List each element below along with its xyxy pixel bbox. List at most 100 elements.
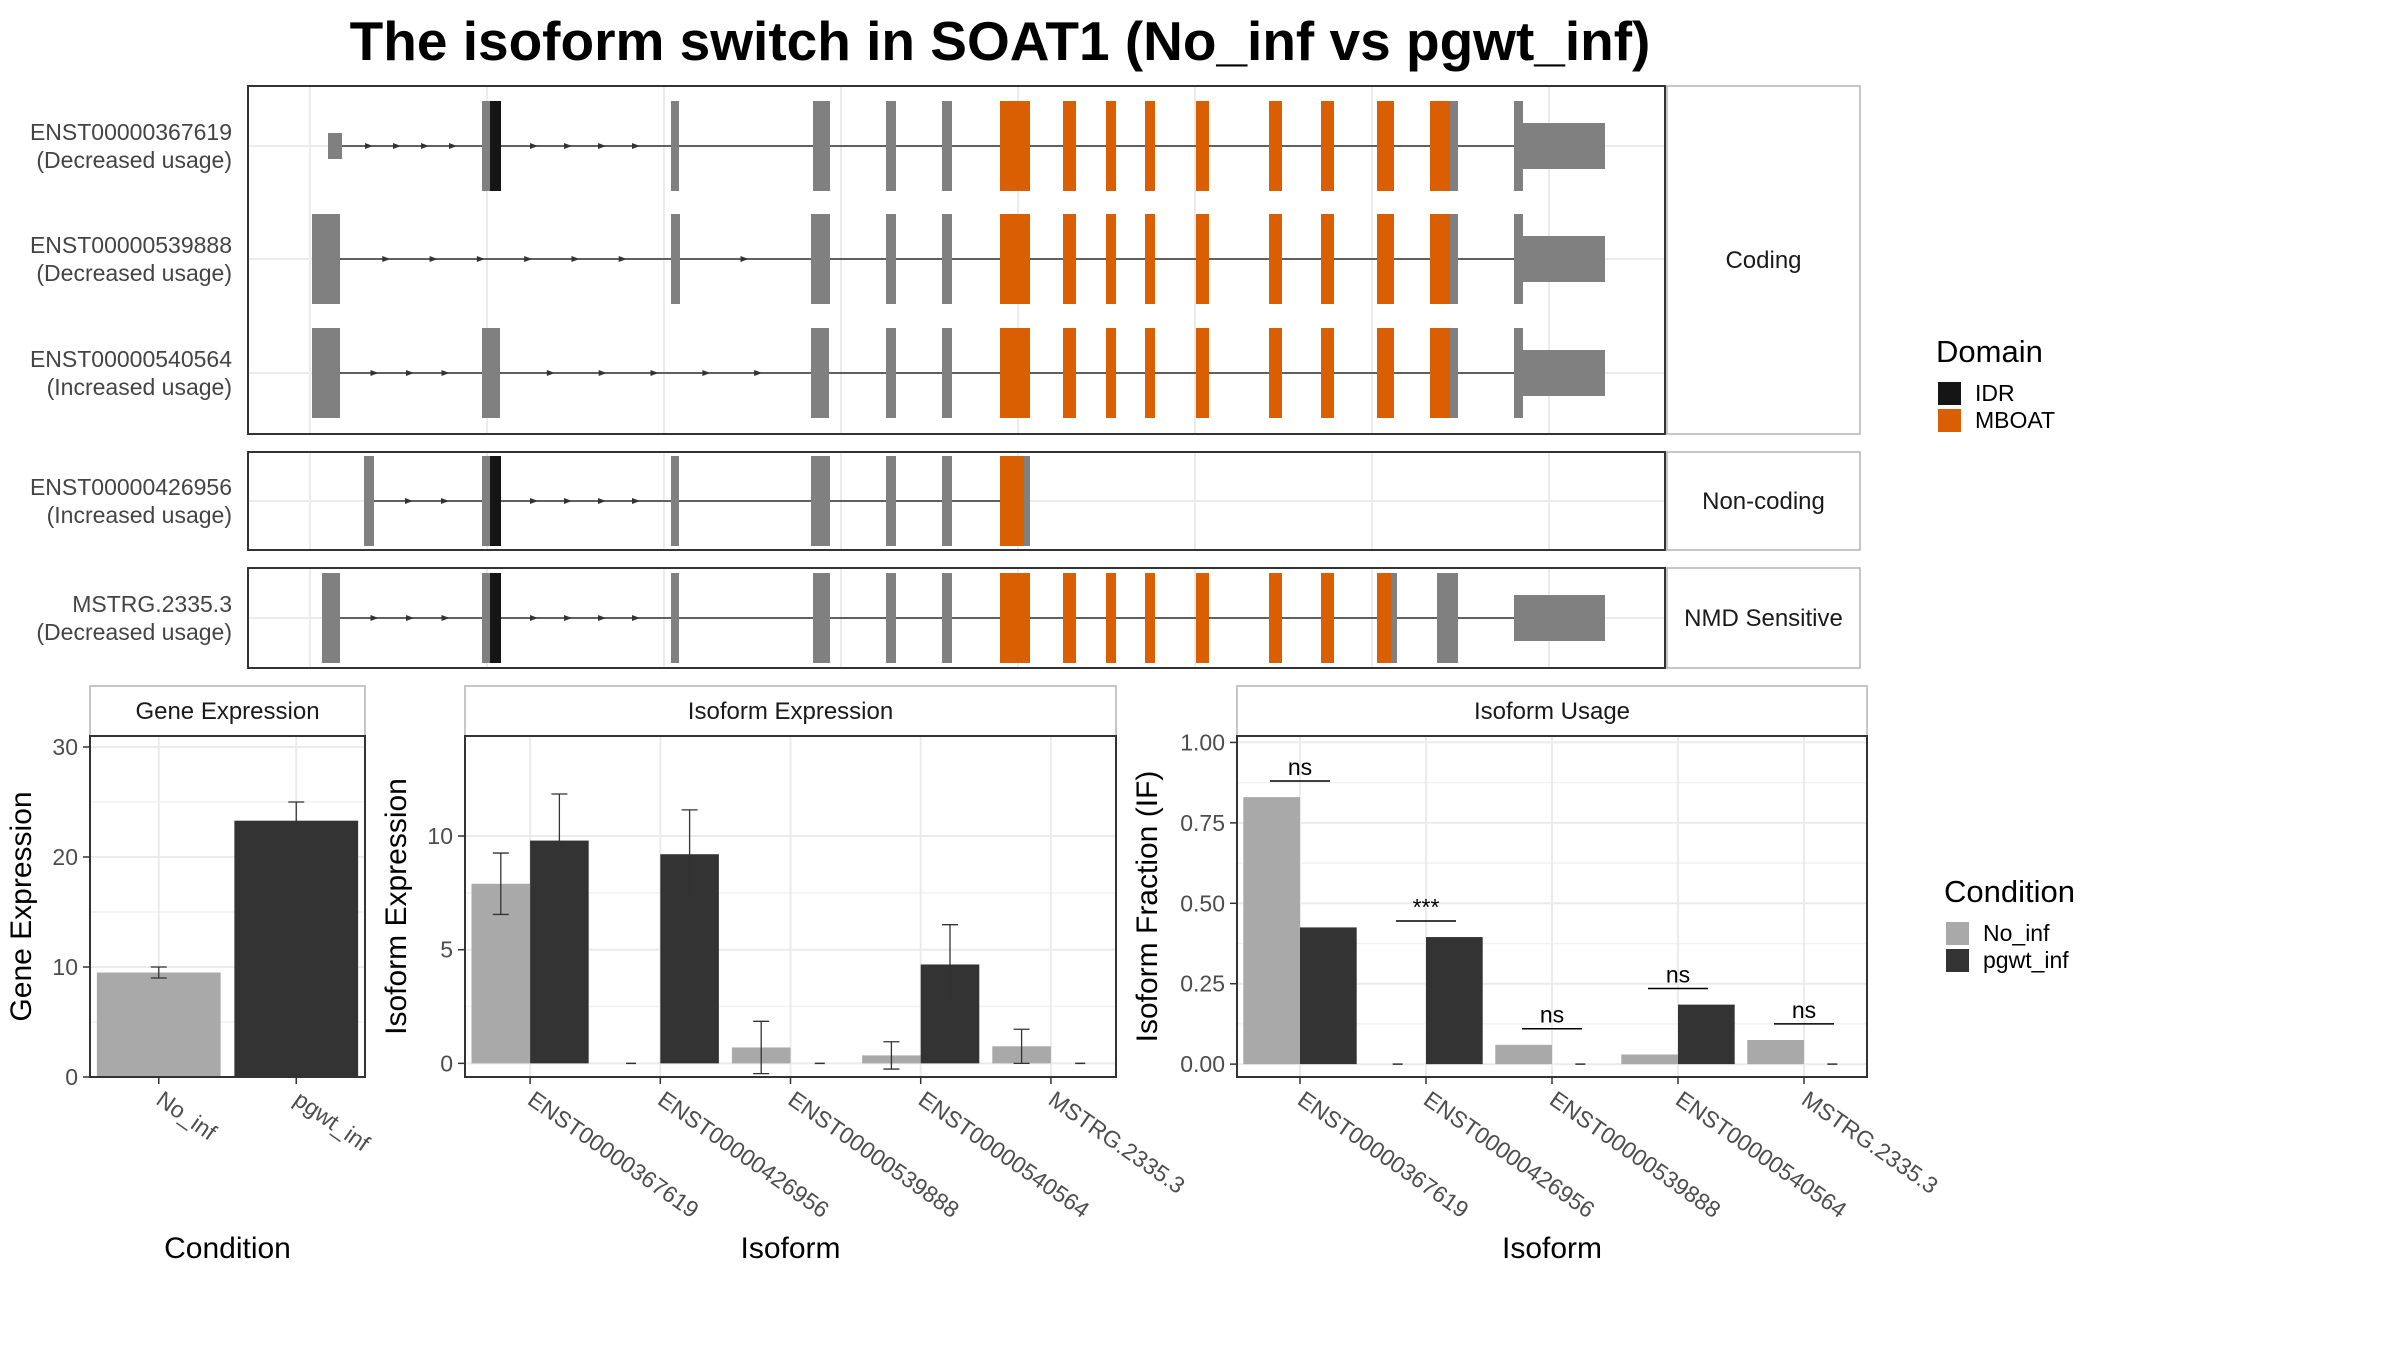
mboat-domain <box>1106 328 1116 418</box>
strand-arrow <box>441 615 450 621</box>
panel-border <box>247 451 1666 551</box>
y-tick-label: 0 <box>440 1050 453 1076</box>
exon <box>1391 573 1397 663</box>
y-tick-label: 30 <box>52 734 78 760</box>
strand-arrow <box>598 498 606 504</box>
isoform-label-id: ENST00000426956 <box>30 474 232 500</box>
bar <box>234 820 359 1077</box>
mboat-domain <box>1269 328 1282 418</box>
strand-arrow <box>571 256 580 262</box>
legend-key <box>1938 382 1961 405</box>
exon <box>322 573 340 663</box>
legend-key <box>1946 949 1969 972</box>
strand-arrow <box>650 370 659 376</box>
mboat-domain <box>1000 456 1024 546</box>
isoform-label-usage: (Decreased usage) <box>36 619 232 645</box>
mboat-domain <box>1321 214 1334 304</box>
bar <box>1495 1044 1552 1065</box>
strand-arrow <box>632 143 640 149</box>
exon <box>1450 214 1458 304</box>
strand-arrow <box>429 256 438 262</box>
strand-arrow <box>370 615 379 621</box>
exon <box>1024 456 1030 546</box>
mboat-domain <box>1377 573 1391 663</box>
isoform-label-id: ENST00000539888 <box>30 232 232 258</box>
mboat-domain <box>1430 101 1450 191</box>
strand-arrow <box>524 256 533 262</box>
strand-arrow <box>702 370 711 376</box>
exon <box>328 133 342 159</box>
strand-arrow <box>421 143 429 149</box>
significance-label: *** <box>1413 894 1440 920</box>
facet-strip <box>1666 567 1861 669</box>
exon <box>364 456 374 546</box>
y-tick-label: 1.00 <box>1180 729 1225 755</box>
idr-domain <box>490 101 501 191</box>
exon <box>1437 573 1458 663</box>
strand-arrow <box>618 256 627 262</box>
facet-strip-label: Gene Expression <box>135 698 319 725</box>
mboat-domain <box>1000 328 1030 418</box>
isoform-expression-panel: Isoform Expression0510ENST00000367619ENS… <box>380 685 1190 1265</box>
strand-arrow <box>530 615 538 621</box>
mboat-domain <box>1063 214 1076 304</box>
exon <box>811 328 829 418</box>
y-axis-title: Gene Expression <box>5 791 38 1021</box>
isoform-label-id: MSTRG.2335.3 <box>72 591 232 617</box>
mboat-domain <box>1196 101 1209 191</box>
exon <box>1514 328 1523 418</box>
strand-arrow <box>370 370 379 376</box>
exon <box>811 456 830 546</box>
x-axis-title: Isoform <box>740 1232 840 1265</box>
mboat-domain <box>1106 101 1116 191</box>
mboat-domain <box>1321 101 1334 191</box>
mboat-domain <box>1000 214 1030 304</box>
isoform-label-usage: (Increased usage) <box>47 502 232 528</box>
exon <box>886 101 896 191</box>
facet-strip-label: Non-coding <box>1702 488 1825 515</box>
isoform-label-id: ENST00000540564 <box>30 346 232 372</box>
exon <box>813 573 830 663</box>
exon <box>811 214 816 304</box>
exon <box>942 456 952 546</box>
mboat-domain <box>1377 214 1394 304</box>
strand-arrow <box>382 256 391 262</box>
isoform-label-usage: (Decreased usage) <box>36 147 232 173</box>
legend-title: Condition <box>1944 874 2075 909</box>
isoform-label-id: ENST00000367619 <box>30 119 232 145</box>
exon <box>1523 236 1605 282</box>
mboat-domain <box>1106 573 1116 663</box>
isoform-label-usage: (Decreased usage) <box>36 260 232 286</box>
facet-strip <box>1236 685 1868 737</box>
mboat-domain <box>1145 214 1155 304</box>
mboat-domain <box>1145 101 1155 191</box>
legend-label: MBOAT <box>1975 407 2055 433</box>
mboat-domain <box>1430 214 1450 304</box>
isoform-label-usage: (Increased usage) <box>47 374 232 400</box>
idr-domain <box>490 456 501 546</box>
strand-arrow <box>405 498 413 504</box>
gene-expression-panel: Gene Expression 0 10 20 30 No_inf pgwt_inf Cond… <box>5 685 375 1265</box>
mboat-domain <box>1321 328 1334 418</box>
mboat-domain <box>1430 328 1450 418</box>
y-tick-label: 0.00 <box>1180 1051 1225 1077</box>
bar <box>1678 1004 1735 1065</box>
mboat-domain <box>1000 573 1030 663</box>
exon <box>886 456 896 546</box>
exon <box>1514 214 1523 304</box>
bar <box>96 972 221 1077</box>
strand-arrow <box>441 370 450 376</box>
mboat-domain <box>1269 573 1282 663</box>
bar <box>1300 927 1357 1065</box>
exon <box>1450 101 1458 191</box>
exon <box>1523 350 1605 396</box>
strand-arrow <box>406 370 414 376</box>
y-tick-label: 10 <box>52 954 78 980</box>
strand-arrow <box>530 498 538 504</box>
y-tick-label: 0.50 <box>1180 890 1225 916</box>
exon <box>886 328 896 418</box>
strand-arrow <box>365 143 373 149</box>
mboat-domain <box>1321 573 1334 663</box>
mboat-domain <box>1000 101 1030 191</box>
strand-arrow <box>564 615 572 621</box>
